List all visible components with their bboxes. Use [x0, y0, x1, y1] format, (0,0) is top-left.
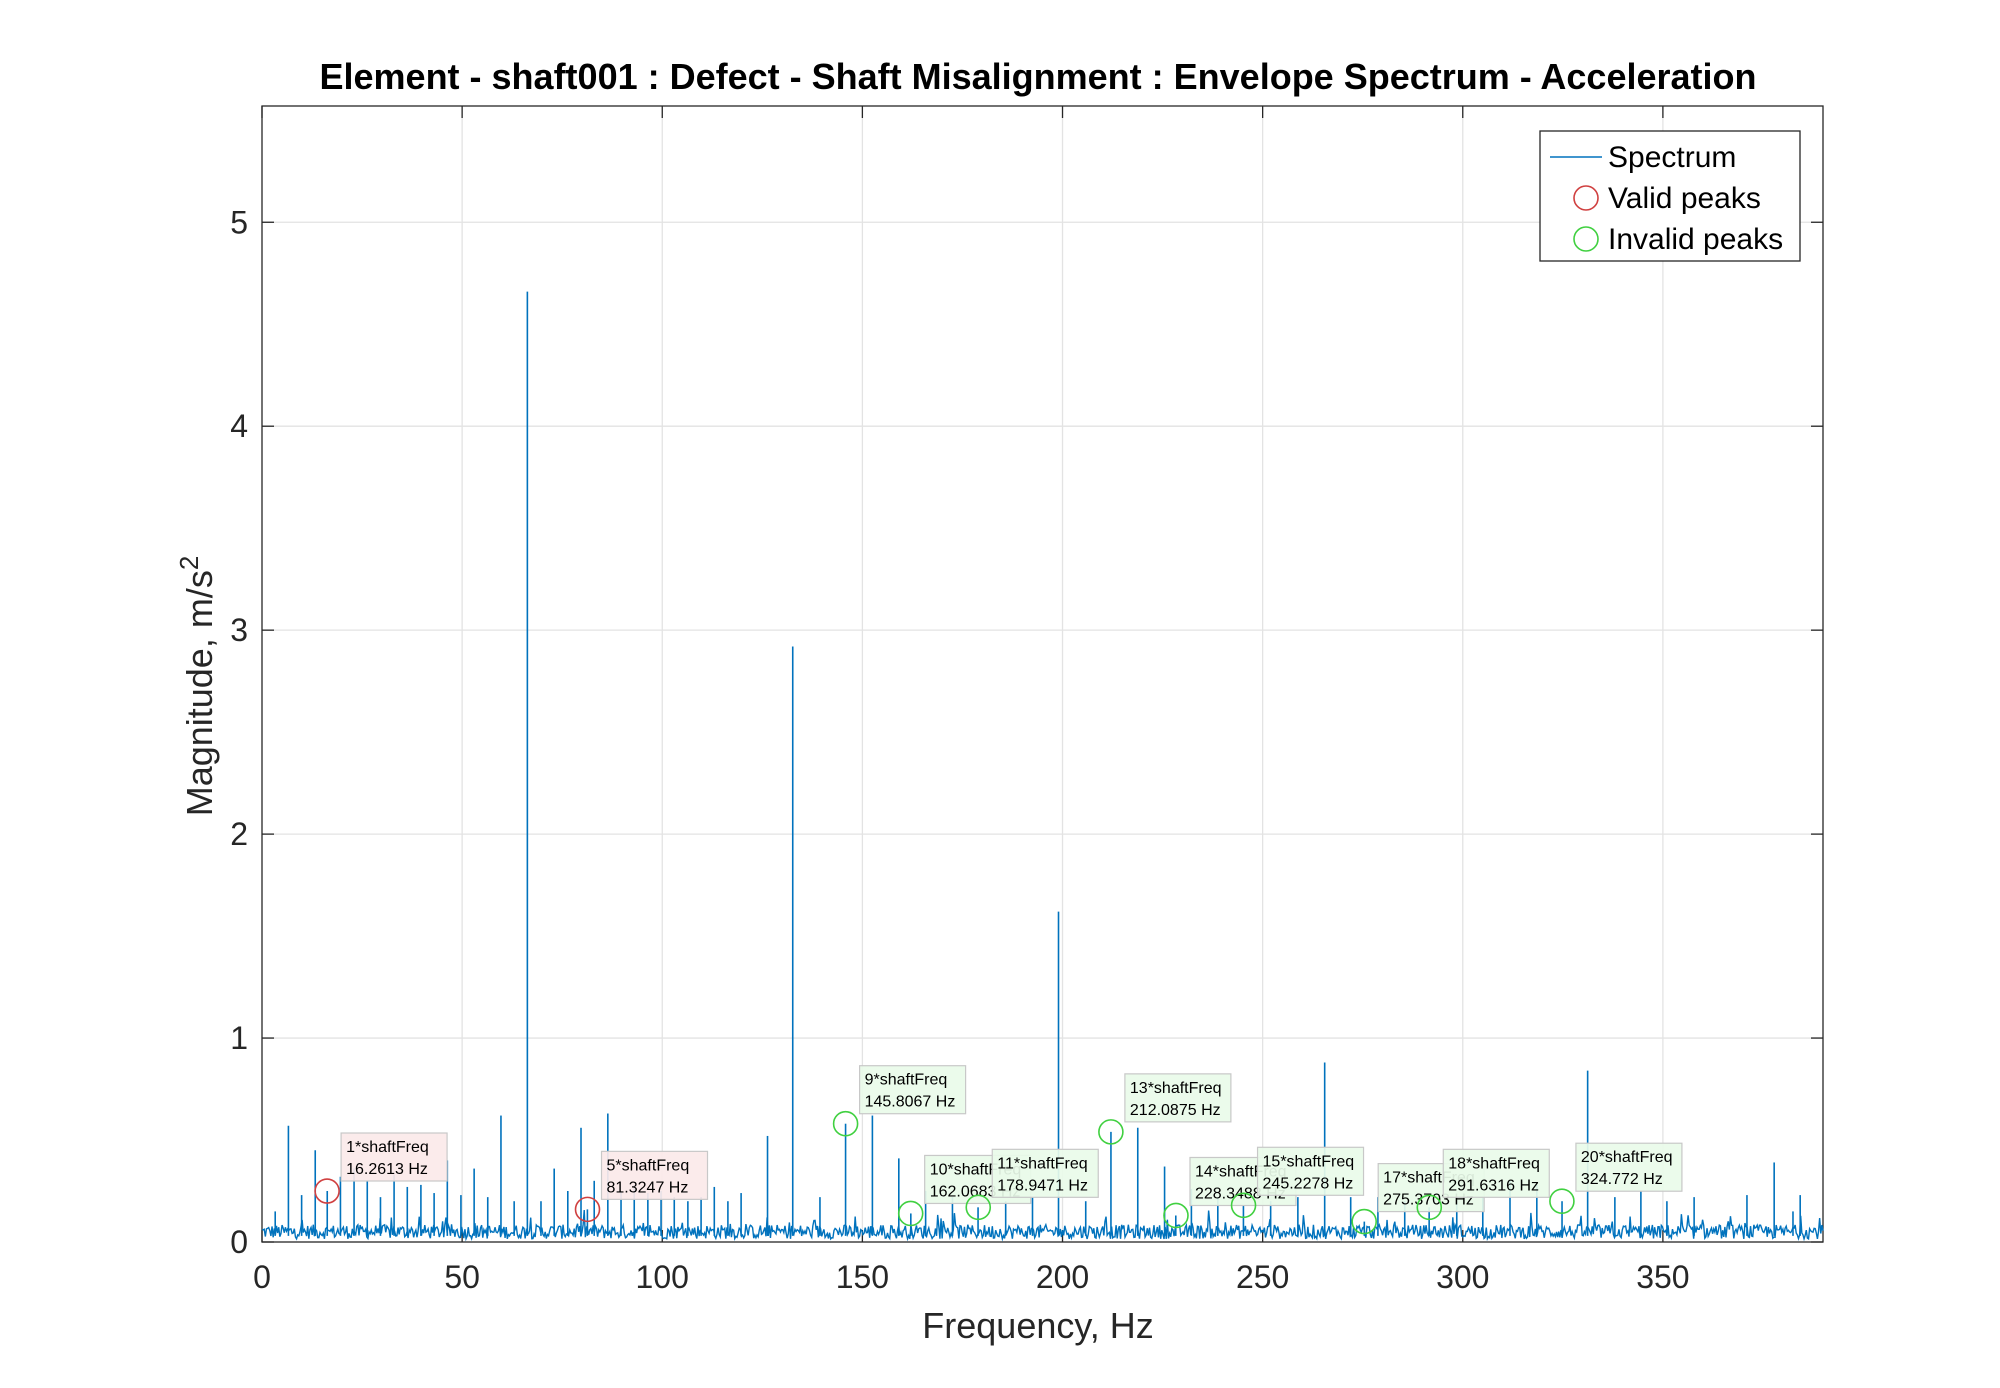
y-axis-label: Magnitude, m/s2 [174, 556, 220, 817]
peak-label: 15*shaftFreq 245.2278 Hz [1256, 1146, 1365, 1196]
peak-label-box [1124, 1073, 1232, 1123]
peak-label: 1*shaftFreq 16.2613 Hz [340, 1132, 448, 1182]
x-tick-label: 200 [1036, 1259, 1089, 1295]
legend-circle-swatch [1573, 185, 1599, 211]
x-tick-label: 350 [1636, 1259, 1689, 1295]
peak-label-frequency: 212.0875 Hz [1130, 1102, 1221, 1119]
peak-label-box [1442, 1148, 1550, 1198]
valid-peak-marker [314, 1178, 340, 1204]
spectrum-noise-floor [261, 1210, 1824, 1242]
peak-annotations: 1*shaftFreq 16.2613 Hz 5*shaftFreq 81.3247 … [314, 1065, 1683, 1235]
invalid-peak-marker [832, 1110, 859, 1137]
peak-label-frequency: 291.6316 Hz [1448, 1177, 1539, 1194]
peak-label: 5*shaftFreq 81.3247 Hz [600, 1150, 709, 1200]
legend-box [1539, 130, 1801, 262]
peak-label-harmonic: 15*shaftFreq [1263, 1153, 1355, 1170]
legend-label: Spectrum [1608, 141, 1736, 174]
invalid-peak-marker [897, 1200, 924, 1227]
invalid-peak-marker [965, 1194, 992, 1221]
valid-peak-marker [574, 1196, 601, 1223]
invalid-peak-marker [1230, 1192, 1257, 1219]
x-tick-label: 50 [444, 1259, 480, 1295]
y-tick-label: 3 [230, 612, 248, 648]
invalid-peak-marker [1163, 1202, 1189, 1229]
peak-label: 18*shaftFreq 291.6316 Hz [1442, 1148, 1550, 1198]
y-axis-label-main: Magnitude, m/s [179, 570, 220, 816]
peak-label: 9*shaftFreq 145.8067 Hz [859, 1065, 967, 1115]
y-tick-label: 5 [230, 204, 248, 240]
y-tick-label: 2 [230, 816, 248, 852]
x-tick-label: 300 [1436, 1259, 1489, 1295]
peak-label-frequency: 81.3247 Hz [607, 1179, 689, 1196]
peak-label-harmonic: 13*shaftFreq [1130, 1080, 1222, 1097]
peak-label-harmonic: 9*shaftFreq [865, 1072, 948, 1089]
x-tick-label: 100 [636, 1259, 689, 1295]
x-tick-label: 250 [1236, 1259, 1289, 1295]
peak-label-harmonic: 11*shaftFreq [997, 1155, 1087, 1172]
peak-label-frequency: 145.8067 Hz [865, 1094, 956, 1111]
invalid-peak-marker [1416, 1194, 1443, 1221]
legend-label: Invalid peaks [1608, 223, 1783, 256]
grid [262, 106, 1823, 1242]
peak-label-box [340, 1132, 448, 1182]
legend: Spectrum Valid peaks Invalid peaks [1539, 130, 1801, 262]
y-tick-label: 4 [230, 408, 248, 444]
peak-label-harmonic: 5*shaftFreq [607, 1157, 690, 1174]
x-tick-label: 0 [253, 1259, 271, 1295]
peak-label-box [600, 1150, 709, 1200]
y-axis-label-superscript: 2 [174, 556, 204, 570]
legend-circle-swatch [1573, 226, 1599, 252]
peak-label-harmonic: 1*shaftFreq [346, 1139, 429, 1156]
x-axis-label: Frequency, Hz [922, 1305, 1153, 1346]
y-tick-label: 0 [230, 1224, 248, 1260]
y-tick-label: 1 [230, 1020, 248, 1056]
peak-label-frequency: 324.772 Hz [1581, 1171, 1663, 1188]
peak-label: 11*shaftFreq 178.9471 Hz [991, 1148, 1099, 1198]
invalid-peak-marker [1549, 1188, 1575, 1215]
peak-label: 13*shaftFreq 212.0875 Hz [1124, 1073, 1232, 1123]
peak-label-box [991, 1148, 1099, 1198]
peak-label-box [1256, 1146, 1365, 1196]
peak-label-box [1575, 1142, 1683, 1192]
x-tick-label: 150 [836, 1259, 889, 1295]
peak-label-frequency: 245.2278 Hz [1263, 1175, 1354, 1192]
peak-label-box [859, 1065, 967, 1115]
plot-area [261, 105, 1824, 1243]
peak-label-harmonic: 18*shaftFreq [1448, 1155, 1540, 1172]
invalid-peak-marker [1351, 1208, 1377, 1235]
chart-title: Element - shaft001 : Defect - Shaft Misa… [320, 56, 1757, 97]
peak-label-frequency: 178.9471 Hz [997, 1177, 1088, 1194]
legend-label: Valid peaks [1608, 182, 1761, 215]
peak-label-frequency: 16.2613 Hz [346, 1161, 428, 1178]
invalid-peak-marker [1098, 1119, 1124, 1145]
peak-label-harmonic: 20*shaftFreq [1581, 1149, 1673, 1166]
axes-ticks: 0 50 100 150 200 250 300 350 0 1 2 3 4 5 [230, 106, 1823, 1295]
peak-label: 20*shaftFreq 324.772 Hz [1575, 1142, 1683, 1192]
